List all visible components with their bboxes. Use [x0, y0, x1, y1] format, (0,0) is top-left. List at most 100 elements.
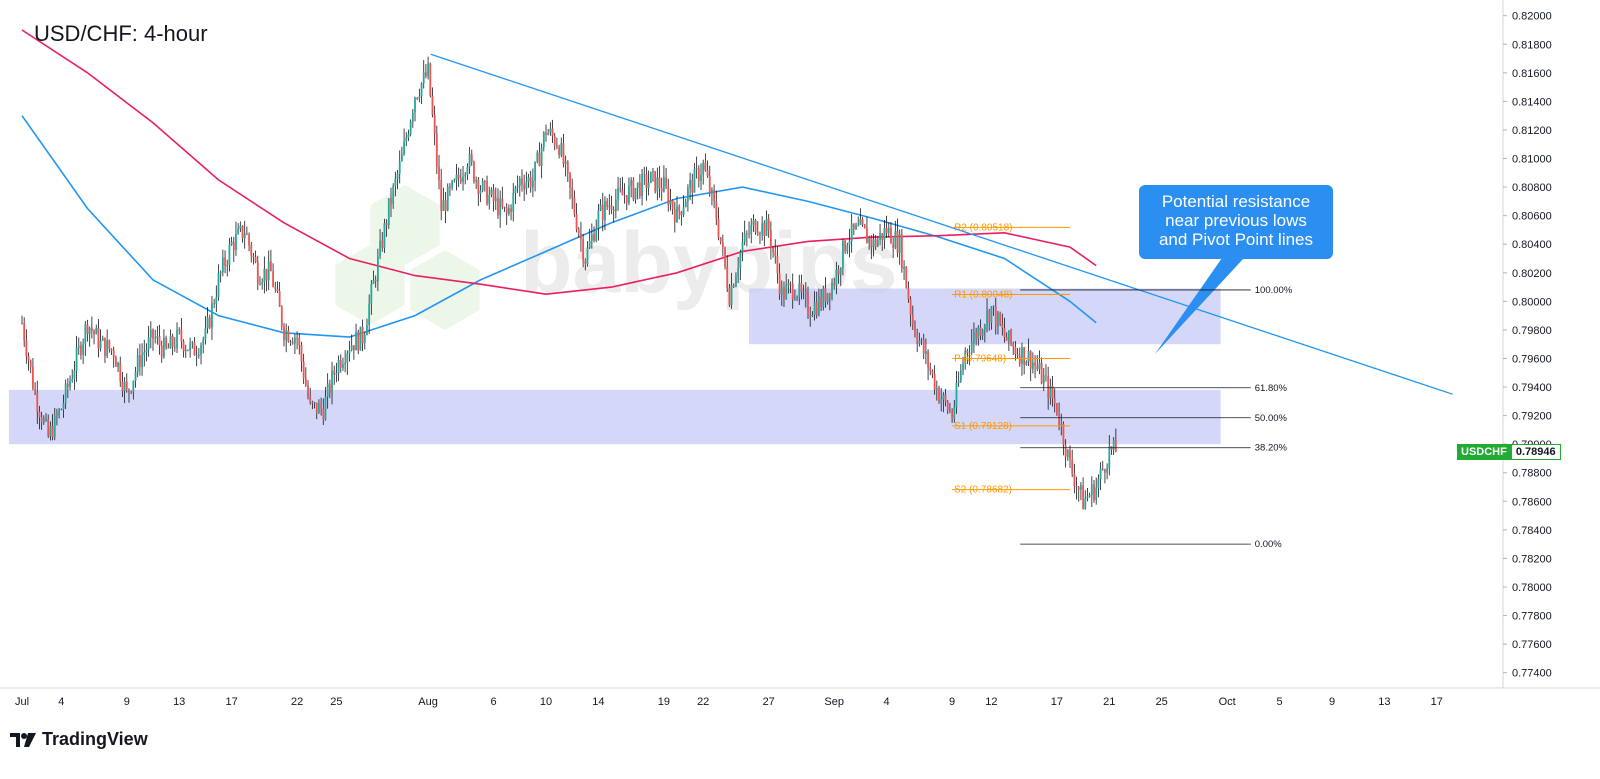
candle-body — [235, 233, 237, 251]
candle-body — [743, 233, 746, 243]
candle-body — [466, 167, 469, 175]
candle-body — [763, 222, 766, 236]
candle-body — [49, 426, 52, 436]
candle-body — [416, 97, 419, 99]
candle-body — [62, 403, 65, 410]
x-tick-label: 22 — [697, 696, 709, 708]
drawing-lines: R2 (0.80518) R1 (0.80048) P (0.79648) S1 (0… — [430, 53, 1453, 550]
candle-body — [684, 201, 687, 208]
candle-body — [468, 154, 471, 168]
candle-body — [916, 335, 919, 344]
y-tick-label: 0.78200 — [1512, 553, 1552, 565]
candle-body — [274, 286, 277, 289]
candle-body — [665, 177, 667, 187]
price-badge-value: 0.78946 — [1510, 444, 1561, 460]
axes: 0.82000 0.81800 0.81600 0.81400 0.81200 0.810… — [0, 0, 1600, 708]
candle-body — [451, 181, 454, 188]
candle-body — [756, 232, 759, 235]
candle-body — [280, 306, 283, 327]
y-tick-label: 0.79200 — [1512, 411, 1552, 423]
candle-body — [453, 180, 456, 182]
y-tick-label: 0.77600 — [1512, 639, 1552, 651]
candle-body — [868, 237, 871, 244]
candle-body — [630, 180, 633, 186]
candle-body — [604, 201, 606, 220]
candle-body — [586, 247, 589, 265]
candle-body — [346, 353, 349, 363]
callout-pointer — [1155, 258, 1244, 354]
candle-body — [385, 223, 388, 225]
candle-body — [783, 287, 785, 299]
candle-body — [446, 186, 449, 211]
candle-body — [1058, 413, 1060, 426]
descending-trendline — [430, 53, 1453, 395]
candle-body — [728, 288, 731, 306]
candle-body — [752, 220, 755, 226]
tradingview-brand[interactable]: TradingView — [10, 729, 148, 750]
candle-body — [1012, 343, 1015, 347]
candle-body — [560, 143, 563, 156]
x-tick-label: 4 — [58, 696, 64, 708]
candle-body — [110, 349, 113, 351]
candle-body — [176, 330, 178, 348]
candle-body — [1095, 487, 1098, 501]
candle-body — [922, 339, 925, 354]
candle-body — [667, 186, 670, 205]
candle-body — [564, 161, 567, 164]
candle-body — [403, 141, 405, 155]
candle-body — [477, 179, 480, 194]
candle-body — [538, 152, 541, 167]
x-tick-label: 12 — [985, 696, 997, 708]
price-badge-symbol: USDCHF — [1457, 444, 1511, 460]
candle-body — [979, 327, 982, 336]
candle-body — [1062, 423, 1065, 446]
candle-body — [658, 177, 661, 189]
candle-body — [1045, 375, 1047, 377]
candle-body — [25, 340, 28, 357]
candle-body — [909, 299, 912, 315]
candle-body — [1108, 446, 1111, 469]
candle-body — [1042, 375, 1045, 384]
candle-body — [414, 97, 416, 113]
candle-body — [228, 244, 231, 265]
candle-body — [427, 63, 429, 77]
candle-body — [435, 134, 438, 167]
candle-body — [623, 195, 626, 196]
candle-body — [949, 410, 951, 412]
candle-body — [363, 335, 366, 344]
candle-body — [837, 269, 840, 275]
candle-body — [123, 381, 126, 392]
candle-body — [715, 201, 718, 219]
candle-body — [206, 317, 209, 329]
candle-body — [475, 179, 478, 182]
candle-body — [874, 239, 877, 247]
candle-body — [964, 350, 967, 364]
candle-body — [219, 272, 222, 274]
candle-body — [97, 328, 100, 349]
candle-body — [191, 342, 194, 344]
candle-body — [730, 285, 733, 306]
candle-body — [315, 402, 318, 414]
candle-body — [529, 177, 532, 188]
candle-body — [256, 261, 259, 285]
candle-body — [1001, 324, 1004, 328]
candle-body — [1056, 403, 1058, 414]
candle-body — [488, 194, 491, 205]
candle-body — [401, 154, 403, 162]
candle-body — [1014, 346, 1017, 355]
candle-body — [75, 347, 78, 371]
y-tick-label: 0.80000 — [1512, 296, 1552, 308]
candle-body — [518, 178, 521, 186]
candle-body — [307, 385, 309, 397]
candle-body — [818, 296, 820, 315]
candle-body — [470, 154, 473, 163]
candle-body — [571, 187, 574, 198]
candle-body — [968, 352, 971, 354]
candle-body — [147, 337, 150, 350]
candle-body — [252, 255, 255, 257]
candle-body — [383, 223, 386, 249]
candle-body — [80, 345, 82, 356]
fib-label: 0.00% — [1255, 539, 1282, 550]
candle-body — [350, 345, 353, 351]
